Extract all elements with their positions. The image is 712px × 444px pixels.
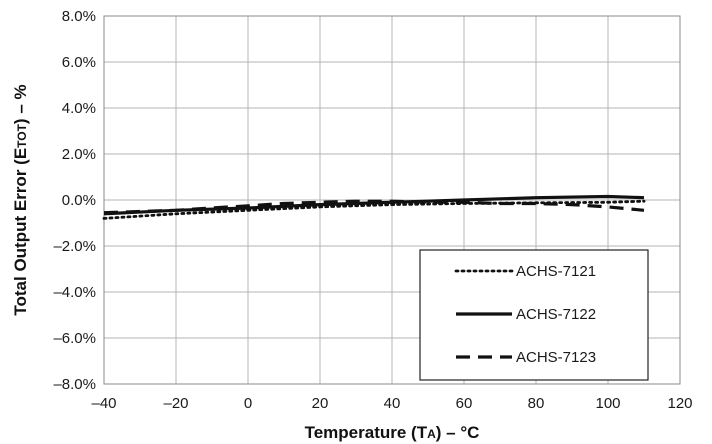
grid: [103, 15, 681, 385]
y-axis-ticks: 8.0% 6.0% 4.0% 2.0% 0.0% –2.0% –4.0% –6.0% –8.0%: [53, 8, 96, 393]
y-tick-label: 2.0%: [62, 146, 96, 163]
y-tick-label: –6.0%: [53, 330, 96, 347]
y-tick-label: 6.0%: [62, 54, 96, 71]
x-tick-label: 100: [595, 395, 620, 412]
y-tick-label: 8.0%: [62, 8, 96, 25]
x-tick-label: 80: [528, 395, 545, 412]
x-tick-label: –40: [91, 395, 116, 412]
series-lines: [102, 194, 646, 220]
y-tick-label: 0.0%: [62, 192, 96, 209]
x-axis-ticks: –40 –20 0 20 40 60 80 100 120: [91, 395, 692, 412]
y-tick-label: –8.0%: [53, 376, 96, 393]
y-tick-label: 4.0%: [62, 100, 96, 117]
plot-area-border: [103, 15, 681, 385]
x-tick-label: –20: [163, 395, 188, 412]
y-tick-label: –4.0%: [53, 284, 96, 301]
x-axis-title: Temperature (TA) – °C: [305, 423, 480, 442]
series-line-achs-7121: [102, 199, 646, 220]
series-line-achs-7123: [103, 199, 645, 215]
x-tick-label: 120: [667, 395, 692, 412]
x-tick-label: 0: [244, 395, 252, 412]
legend-label: ACHS-7121: [516, 263, 596, 280]
legend-label: ACHS-7123: [516, 349, 596, 366]
x-tick-label: 40: [384, 395, 401, 412]
x-tick-label: 20: [312, 395, 329, 412]
legend: ACHS-7121 ACHS-7122 ACHS-7123: [419, 249, 649, 381]
y-axis-title: Total Output Error (ETOT) – %: [11, 84, 30, 315]
legend-label: ACHS-7122: [516, 306, 596, 323]
y-tick-label: –2.0%: [53, 238, 96, 255]
x-tick-label: 60: [456, 395, 473, 412]
